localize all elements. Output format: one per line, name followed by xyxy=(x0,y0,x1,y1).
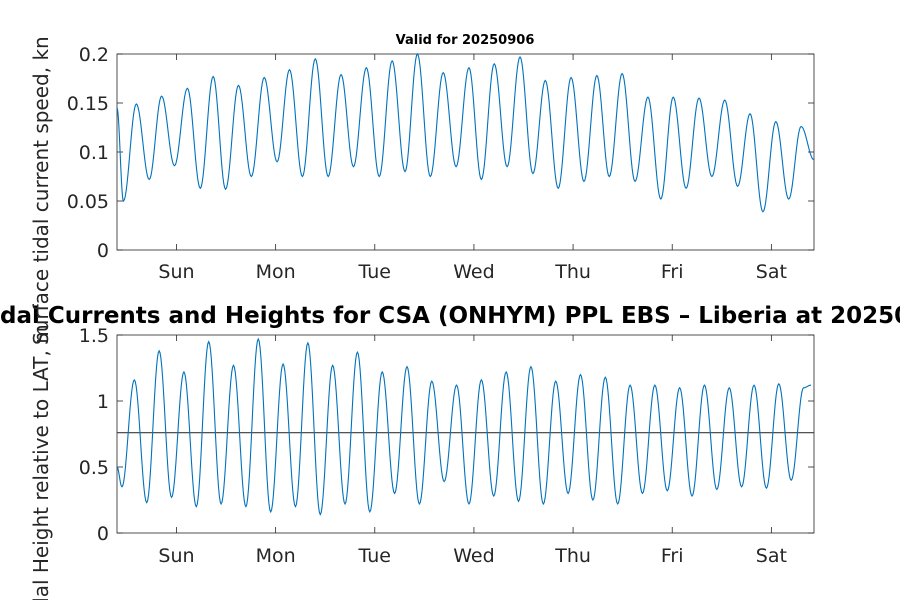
x-tick-label: Tue xyxy=(358,545,391,567)
y-tick-label: 0 xyxy=(97,240,109,262)
current-speed-ylabel: Surface tidal current speed, kn xyxy=(29,36,53,345)
x-tick-label: Wed xyxy=(453,261,494,283)
x-tick-label: Mon xyxy=(256,261,296,283)
x-tick-label: Tue xyxy=(358,261,391,283)
x-tick-label: Fri xyxy=(661,545,684,567)
x-tick-label: Wed xyxy=(453,545,494,567)
y-tick-label: 0 xyxy=(97,523,109,545)
y-tick-label: 1 xyxy=(97,391,109,413)
y-tick-label: 0.1 xyxy=(79,142,109,164)
y-tick-label: 0.2 xyxy=(79,44,109,66)
x-tick-label: Thu xyxy=(554,545,591,567)
tidal-height-axes: 0 0.5 1 1.5 Sun Mon Tue Wed Thu Fri Sat xyxy=(79,325,815,567)
x-tick-label: Sun xyxy=(158,545,194,567)
y-tick-label: 0.15 xyxy=(67,93,109,115)
tidal-height-ylabel: dal Height relative to LAT, m xyxy=(29,324,53,600)
x-tick-label: Thu xyxy=(554,261,591,283)
y-tick-label: 1.5 xyxy=(79,325,109,347)
current-speed-title: Valid for 20250906 xyxy=(396,33,535,48)
x-tick-label: Sat xyxy=(756,261,787,283)
y-tick-label: 0.5 xyxy=(79,457,109,479)
tidal-height-series-line xyxy=(116,337,812,516)
current-speed-series-line xyxy=(116,52,815,213)
current-speed-axes: 0 0.05 0.1 0.15 0.2 Sun Mon Tue Wed Thu Fri Sat Va… xyxy=(67,33,815,283)
x-tick-label: Mon xyxy=(256,545,296,567)
tidal-height-plot-area xyxy=(116,334,815,534)
x-tick-label: Sat xyxy=(756,545,787,567)
figure-main-title: dal Currents and Heights for CSA (ONHYM)… xyxy=(0,303,900,329)
x-tick-label: Fri xyxy=(661,261,684,283)
x-tick-label: Sun xyxy=(158,261,194,283)
y-tick-label: 0.05 xyxy=(67,191,109,213)
